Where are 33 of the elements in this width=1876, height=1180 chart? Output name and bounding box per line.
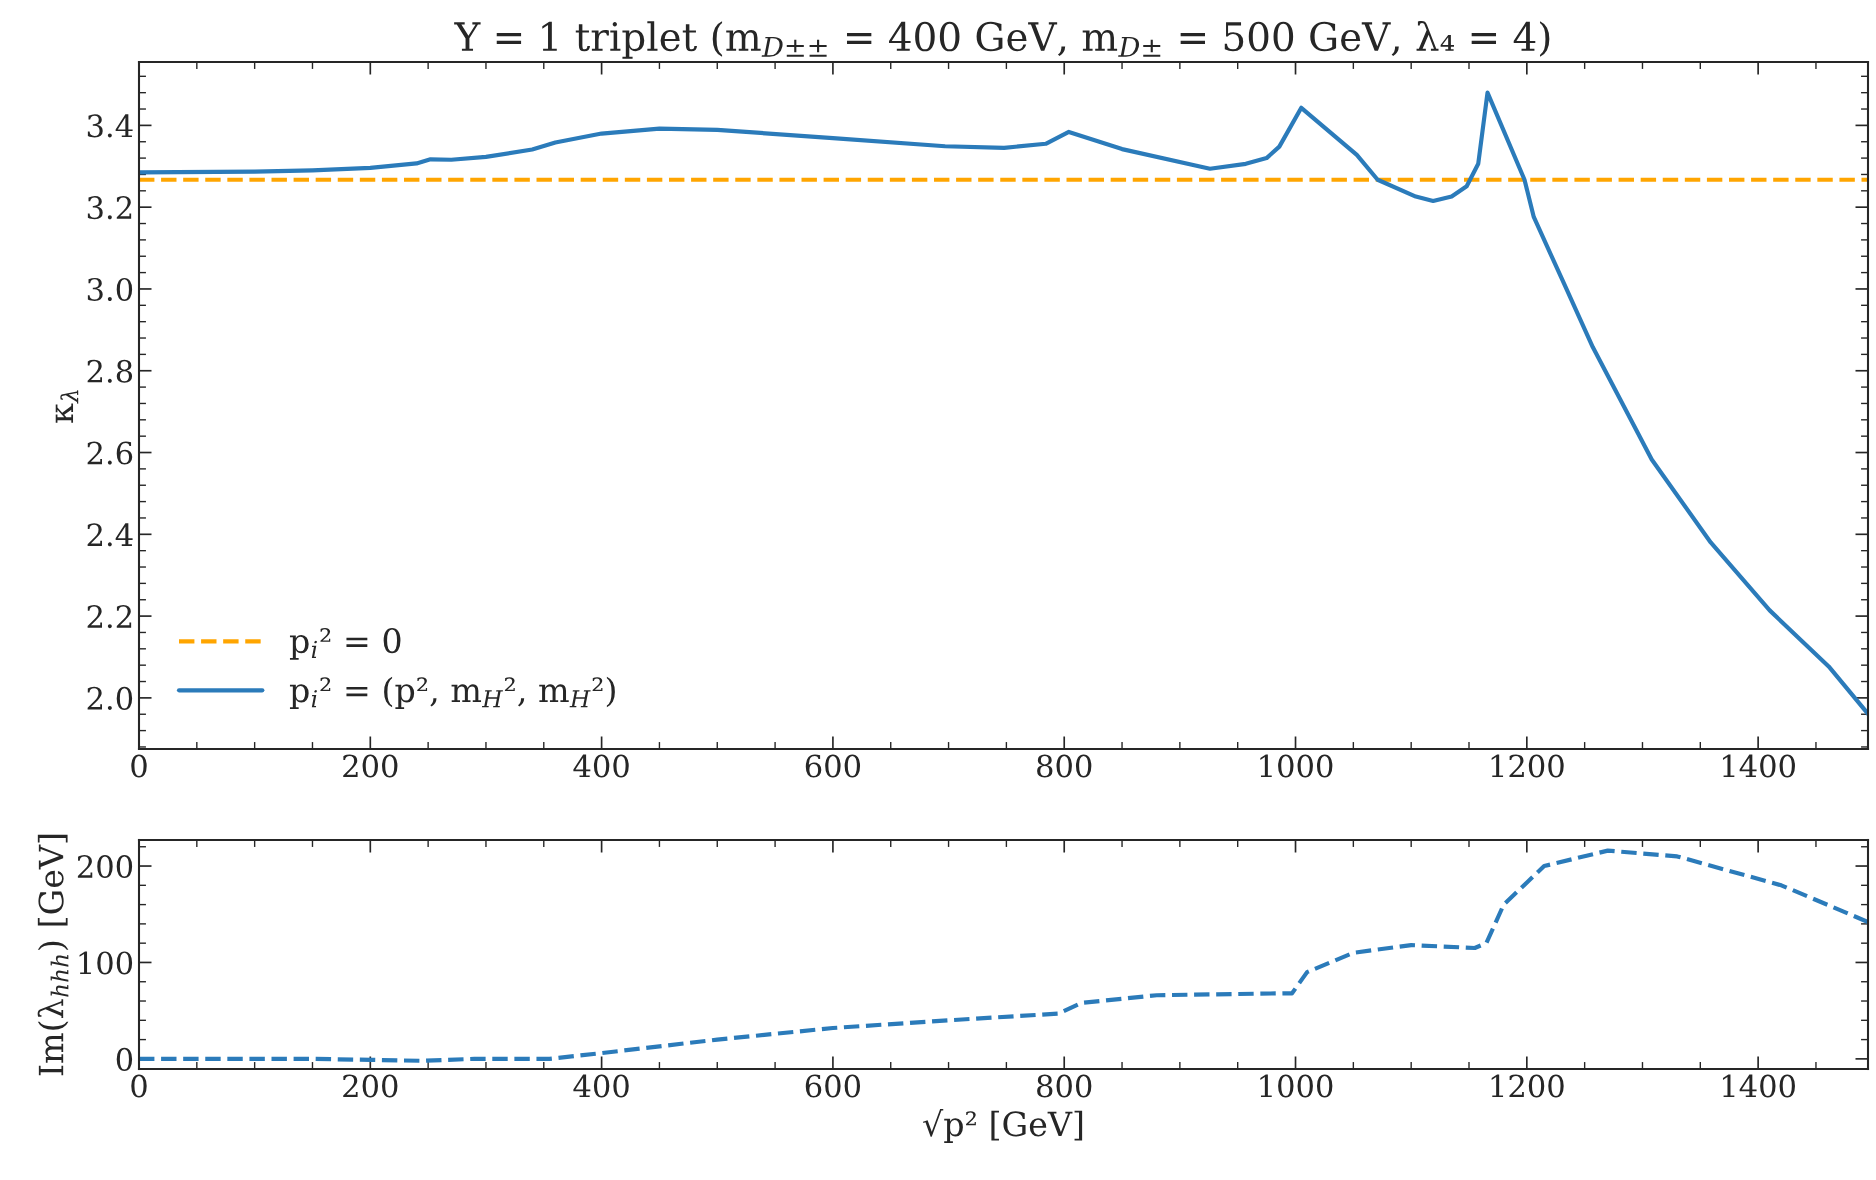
y-tick-label: 2.0 — [87, 686, 133, 710]
x-tick-label: 600 — [805, 1074, 861, 1098]
y-tick-label: 2.8 — [87, 359, 133, 383]
chart-title: Y = 1 triplet (m$_{D±±}$ = 400 GeV, m$_{D±}$ = 500 GeV, λ₄ = 4) — [454, 20, 1550, 59]
y-axis-title: κ$_{λ}$ — [55, 390, 79, 423]
x-tick-label: 600 — [805, 754, 861, 778]
y-axis-title: Im(λ$_{hhh}$) [GeV] — [37, 834, 69, 1076]
y-tick-label: 2.2 — [87, 605, 132, 629]
line-series — [139, 90, 1868, 716]
y-tick-label: 3.0 — [87, 277, 133, 301]
y-tick-label: 200 — [77, 854, 133, 879]
x-tick-label: 1400 — [1722, 754, 1795, 778]
x-tick-label: 1000 — [1260, 1074, 1333, 1098]
y-tick-label: 3.2 — [87, 196, 132, 220]
y-tick-label: 2.6 — [87, 441, 133, 465]
x-tick-label: 800 — [1037, 1074, 1092, 1098]
y-tick-label: 2.4 — [87, 523, 133, 547]
y-tick-label: 100 — [79, 951, 133, 975]
line-series — [139, 848, 1868, 1063]
x-tick-label: 1200 — [1491, 754, 1564, 778]
x-tick-label: 200 — [343, 754, 398, 778]
x-tick-label: 1000 — [1260, 754, 1333, 778]
x-tick-label: 1400 — [1722, 1074, 1795, 1098]
legend-label: p$_{i}$² = 0 — [289, 628, 401, 660]
y-tick-label: 3.4 — [87, 114, 133, 138]
x-tick-label: 200 — [343, 1074, 398, 1098]
legend-label: p$_{i}$² = (p², m$_{H}$², m$_{H}$²) — [289, 676, 615, 709]
x-tick-label: 400 — [573, 1074, 629, 1098]
x-tick-label: 400 — [573, 754, 629, 778]
x-tick-label: 800 — [1037, 754, 1092, 778]
x-tick-label: 1200 — [1491, 1074, 1564, 1098]
y-tick-label: 0 — [116, 1047, 133, 1071]
x-axis-title: √p² [GeV] — [923, 1108, 1083, 1143]
